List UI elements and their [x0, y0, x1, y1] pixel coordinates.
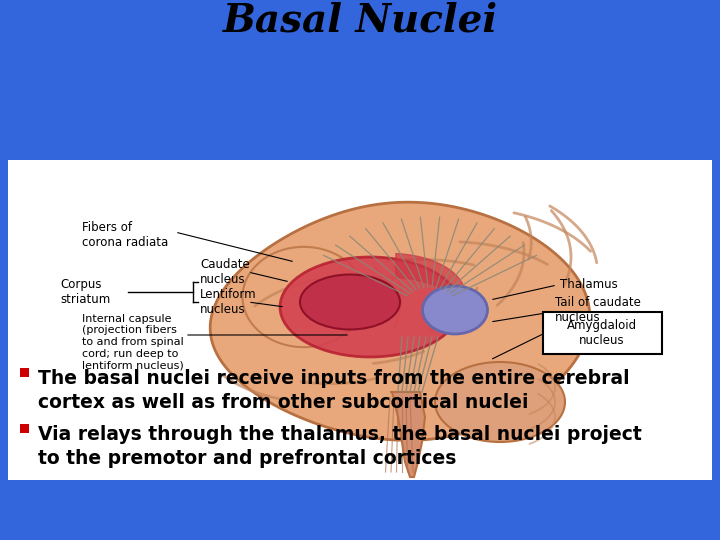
- Polygon shape: [210, 202, 590, 440]
- Text: Via relays through the thalamus, the basal nuclei project
to the premotor and pr: Via relays through the thalamus, the bas…: [38, 425, 642, 468]
- Text: Lentiform
nucleus: Lentiform nucleus: [200, 288, 256, 316]
- Text: Tail of caudate
nucleus: Tail of caudate nucleus: [555, 296, 641, 324]
- Ellipse shape: [243, 247, 365, 347]
- Ellipse shape: [435, 362, 565, 442]
- FancyBboxPatch shape: [20, 368, 29, 377]
- Text: Internal capsule
(projection fibers
to and from spinal
cord; run deep to
lentifo: Internal capsule (projection fibers to a…: [82, 314, 184, 370]
- FancyBboxPatch shape: [20, 424, 29, 433]
- Polygon shape: [390, 392, 425, 477]
- Ellipse shape: [300, 274, 400, 329]
- Ellipse shape: [280, 257, 460, 357]
- Text: Thalamus: Thalamus: [560, 279, 618, 292]
- FancyBboxPatch shape: [543, 312, 662, 354]
- Text: Fibers of
corona radiata: Fibers of corona radiata: [82, 221, 168, 249]
- Text: The basal nuclei receive inputs from the entire cerebral
cortex as well as from : The basal nuclei receive inputs from the…: [38, 369, 629, 412]
- FancyBboxPatch shape: [8, 160, 712, 480]
- Text: Basal Nuclei: Basal Nuclei: [222, 1, 498, 39]
- Text: Caudate
nucleus: Caudate nucleus: [200, 258, 250, 286]
- Text: Corpus
striatum: Corpus striatum: [60, 278, 110, 306]
- Text: Amygdaloid
nucleus: Amygdaloid nucleus: [567, 319, 637, 347]
- Ellipse shape: [423, 286, 487, 334]
